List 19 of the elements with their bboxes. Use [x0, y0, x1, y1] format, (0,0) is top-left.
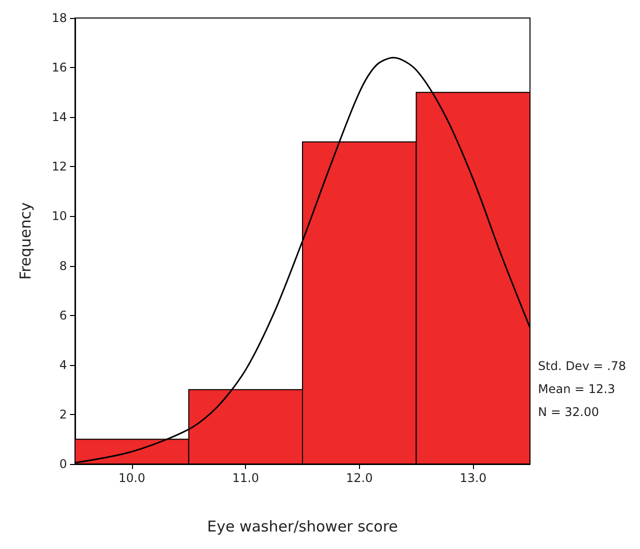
y-tick-label: 16: [52, 60, 67, 75]
y-tick-label: 18: [52, 11, 67, 25]
text: Std. Dev = .78: [538, 359, 626, 373]
x-axis-title: Eye washer/shower score: [207, 518, 398, 536]
x-tick-label: 11.0: [232, 471, 259, 485]
text: N = 32.00: [538, 405, 600, 419]
y-tick-label: 0: [59, 457, 67, 471]
x-tick-label: 10.0: [118, 471, 146, 485]
y-tick-label: 6: [59, 308, 67, 322]
y-tick-label: 8: [59, 258, 67, 273]
y-axis-title: Frequency: [16, 202, 34, 280]
y-tick-label: 2: [59, 407, 67, 422]
y-tick-label: 12: [52, 160, 67, 174]
x-tick-label: 12.0: [346, 471, 373, 485]
y-tick-label: 10: [52, 209, 67, 224]
text: Mean = 12.3: [538, 382, 616, 396]
y-tick-label: 14: [52, 110, 67, 124]
y-tick-label: 4: [59, 358, 67, 372]
x-tick-label: 13.0: [460, 471, 486, 485]
